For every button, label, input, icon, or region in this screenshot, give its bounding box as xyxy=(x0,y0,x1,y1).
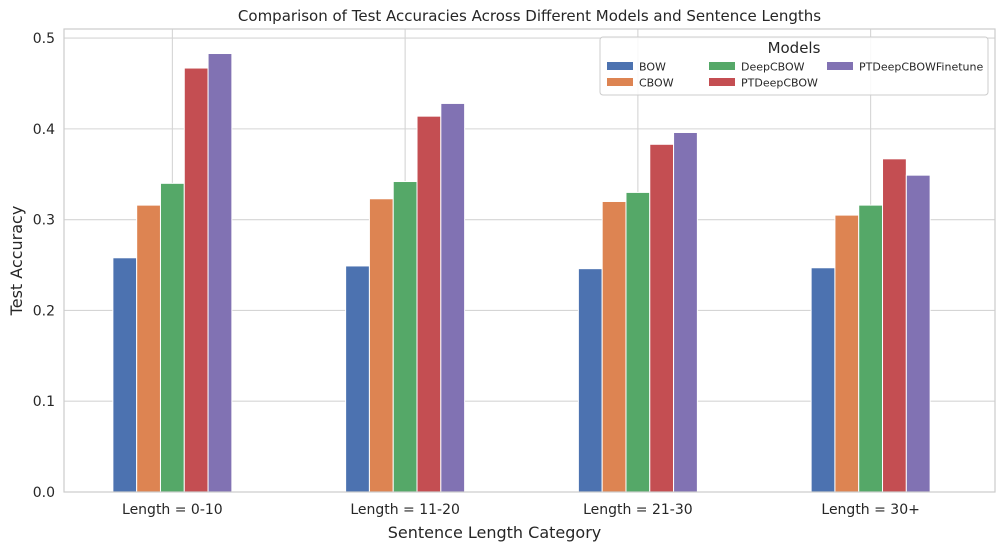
legend-swatch-deepcbow xyxy=(709,62,735,70)
x-tick-label: Length = 30+ xyxy=(821,502,919,518)
bar-ptdeepcbow-2 xyxy=(416,115,442,493)
legend-label-ptdeepcbowfinetune: PTDeepCBOWFinetune xyxy=(859,61,983,74)
legend-swatch-ptdeepcbowfinetune xyxy=(827,62,853,70)
bar-ptdeepcbow-3 xyxy=(649,143,675,493)
x-tick-label: Length = 11-20 xyxy=(350,502,460,518)
y-tick-label: 0.2 xyxy=(33,303,55,319)
bar-ptdeepcbow-1 xyxy=(183,67,209,493)
x-axis-title: Sentence Length Category xyxy=(388,523,601,542)
plot-frame xyxy=(63,28,996,493)
y-axis-title: Test Accuracy xyxy=(7,206,26,317)
x-tick-label: Length = 0-10 xyxy=(122,502,223,518)
legend-swatch-cbow xyxy=(607,78,633,86)
y-tick-label: 0.5 xyxy=(33,31,55,47)
bar-ptdeepcbow-4 xyxy=(882,158,907,493)
bar-deepcbow-4 xyxy=(858,204,884,493)
bar-bow-1 xyxy=(112,257,138,493)
x-tick-label: Length = 21-30 xyxy=(583,502,693,518)
bars xyxy=(112,53,931,493)
bar-ptdeepcbowfinetune-1 xyxy=(207,53,233,493)
legend-box xyxy=(599,36,989,96)
chart-title: Comparison of Test Accuracies Across Dif… xyxy=(238,7,821,25)
legend-label-bow: BOW xyxy=(639,61,666,74)
y-tick-label: 0.3 xyxy=(33,213,55,229)
legend-swatch-bow xyxy=(607,62,633,70)
y-tick-label: 0.4 xyxy=(33,122,55,138)
bar-bow-2 xyxy=(345,265,370,493)
legend-swatch-ptdeepcbow xyxy=(709,78,735,86)
bar-bow-3 xyxy=(577,268,603,493)
bar-cbow-1 xyxy=(136,204,161,493)
legend: Models BOW CBOW DeepCBOW PTDeepCBOW PTDeepCB… xyxy=(599,36,989,96)
legend-label-deepcbow: DeepCBOW xyxy=(741,61,805,74)
bar-cbow-4 xyxy=(834,214,860,493)
legend-label-ptdeepcbow: PTDeepCBOW xyxy=(741,77,818,90)
bar-cbow-3 xyxy=(601,200,627,493)
bar-ptdeepcbowfinetune-4 xyxy=(905,174,931,493)
bar-ptdeepcbowfinetune-2 xyxy=(440,102,466,493)
y-tick-label: 0.0 xyxy=(33,485,55,501)
bar-bow-4 xyxy=(810,267,836,493)
bar-deepcbow-3 xyxy=(625,191,651,493)
bar-deepcbow-1 xyxy=(159,182,185,493)
bar-cbow-2 xyxy=(368,198,394,493)
y-tick-labels: 0.0 0.1 0.2 0.3 0.4 0.5 xyxy=(33,31,55,501)
legend-title: Models xyxy=(768,39,821,57)
legend-label-cbow: CBOW xyxy=(639,77,674,90)
x-tick-labels: Length = 0-10 Length = 11-20 Length = 21-3… xyxy=(122,502,920,518)
bar-deepcbow-2 xyxy=(392,181,418,493)
y-tick-label: 0.1 xyxy=(33,394,55,410)
bar-ptdeepcbowfinetune-3 xyxy=(673,131,698,493)
